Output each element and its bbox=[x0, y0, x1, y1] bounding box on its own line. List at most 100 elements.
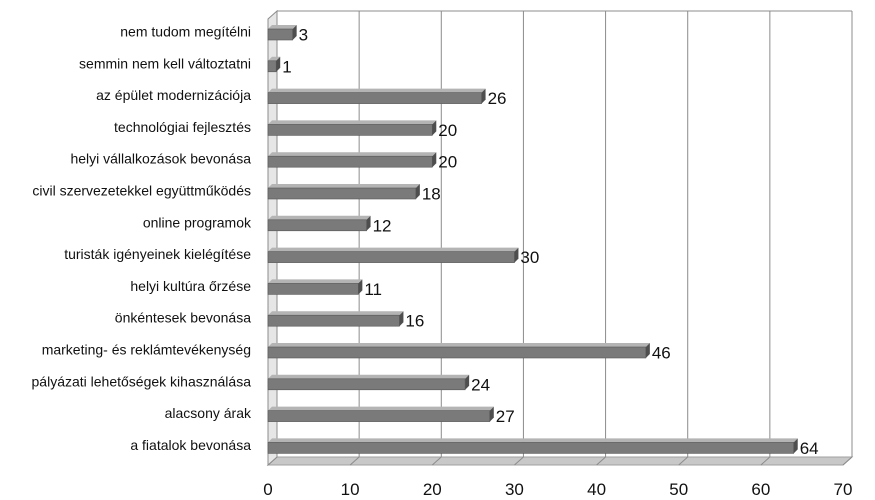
bar-front-face bbox=[267, 124, 433, 136]
x-tick-label: 10 bbox=[341, 480, 360, 499]
bar-side-face bbox=[432, 152, 437, 168]
bar-front-face bbox=[267, 442, 795, 454]
chart-gridlines bbox=[267, 9, 853, 467]
bar-6 bbox=[267, 215, 371, 232]
category-label: semmin nem kell változtatni bbox=[79, 55, 251, 71]
category-label: pályázati lehetőségek kihasználása bbox=[32, 373, 252, 389]
value-label: 12 bbox=[373, 216, 392, 235]
category-label: önkéntesek bevonása bbox=[115, 310, 251, 326]
bar-side-face bbox=[489, 406, 494, 422]
bar-side-face bbox=[645, 343, 650, 358]
bar-side-face bbox=[465, 374, 470, 390]
bar-side-face bbox=[276, 56, 281, 72]
bar-top-face bbox=[268, 279, 363, 284]
bar-side-face bbox=[399, 311, 404, 327]
bar-top-face bbox=[268, 406, 494, 411]
bar-front-face bbox=[267, 251, 515, 263]
category-label: nem tudom megítélni bbox=[120, 24, 251, 40]
bar-0 bbox=[267, 25, 297, 41]
value-label: 27 bbox=[496, 407, 515, 426]
category-label: online programok bbox=[143, 214, 252, 230]
value-label: 11 bbox=[364, 280, 382, 299]
bar-top-face bbox=[268, 184, 420, 188]
bar-8 bbox=[267, 279, 363, 295]
bar-13 bbox=[267, 438, 798, 454]
floor-gridline-60 bbox=[760, 456, 771, 466]
bar-front-face bbox=[267, 28, 293, 41]
bar-4 bbox=[267, 152, 437, 168]
bar-top-face bbox=[268, 152, 437, 157]
bar-side-face bbox=[481, 88, 486, 104]
bar-side-face bbox=[366, 215, 371, 231]
bar-side-face bbox=[358, 279, 363, 295]
chart-bars bbox=[267, 25, 798, 454]
category-label: marketing- és reklámtevékenység bbox=[42, 342, 251, 358]
bar-top-face bbox=[268, 215, 371, 220]
bar-top-face bbox=[268, 343, 650, 347]
chart-labels: nem tudom megítélni 3 semmin nem kell vált… bbox=[32, 24, 853, 500]
bar-front-face bbox=[267, 155, 433, 168]
bar-front-face bbox=[267, 283, 359, 295]
bar-top-face bbox=[268, 247, 519, 252]
value-label: 3 bbox=[299, 26, 308, 45]
floor-gridline-70 bbox=[842, 456, 853, 466]
value-label: 20 bbox=[438, 121, 457, 140]
category-label: civil szervezetekkel együttműködés bbox=[32, 183, 251, 199]
chart-side-wall bbox=[267, 9, 278, 467]
chart-floor-plane bbox=[266, 456, 854, 466]
bar-top-face bbox=[268, 88, 486, 93]
bar-1 bbox=[267, 56, 281, 73]
floor-gridline-50 bbox=[678, 456, 689, 466]
category-label: technológiai fejlesztés bbox=[114, 119, 251, 135]
bar-2 bbox=[267, 88, 486, 104]
bar-side-face bbox=[793, 438, 798, 454]
x-tick-label: 30 bbox=[505, 480, 524, 499]
bar-5 bbox=[267, 184, 420, 200]
bar-11 bbox=[267, 374, 470, 391]
x-tick-label: 70 bbox=[834, 480, 853, 499]
x-tick-label: 50 bbox=[669, 480, 688, 499]
category-label: helyi kultúra őrzése bbox=[130, 278, 251, 294]
value-label: 30 bbox=[520, 248, 539, 267]
bar-front-face bbox=[267, 346, 647, 359]
bar-10 bbox=[267, 343, 650, 359]
floor-gridline-30 bbox=[514, 456, 524, 466]
bar-side-face bbox=[514, 247, 519, 263]
bar-front-face bbox=[267, 60, 277, 73]
bar-12 bbox=[267, 406, 494, 422]
bar-3 bbox=[267, 120, 437, 136]
value-label: 20 bbox=[438, 153, 457, 172]
value-label: 1 bbox=[282, 57, 291, 76]
bar-front-face bbox=[267, 219, 367, 232]
bar-top-face bbox=[268, 120, 437, 125]
value-label: 16 bbox=[405, 312, 424, 331]
bar-9 bbox=[267, 311, 404, 327]
bar-side-face bbox=[415, 184, 420, 199]
bar-7 bbox=[267, 247, 519, 263]
bar-top-face bbox=[268, 56, 281, 61]
bar-front-face bbox=[267, 378, 466, 391]
x-tick-label: 60 bbox=[751, 480, 770, 499]
bar-side-face bbox=[292, 25, 297, 40]
floor-gridline-40 bbox=[596, 456, 606, 466]
bar-front-face bbox=[267, 410, 491, 422]
chart-floor bbox=[266, 456, 854, 466]
category-label: alacsony árak bbox=[165, 405, 252, 421]
bar-top-face bbox=[268, 438, 798, 443]
category-label: a fiatalok bevonása bbox=[130, 437, 251, 453]
bar-top-face bbox=[268, 311, 404, 316]
value-label: 46 bbox=[652, 344, 671, 363]
value-label: 26 bbox=[488, 89, 507, 108]
bar-front-face bbox=[267, 314, 400, 327]
x-tick-label: 0 bbox=[263, 480, 272, 499]
bar-side-face bbox=[432, 120, 437, 136]
value-label: 64 bbox=[800, 439, 819, 458]
value-label: 24 bbox=[471, 375, 490, 394]
x-tick-label: 40 bbox=[587, 480, 606, 499]
x-tick-label: 20 bbox=[423, 480, 442, 499]
category-label: helyi vállalkozások bevonása bbox=[70, 151, 251, 167]
bar-top-face bbox=[268, 374, 470, 379]
floor-gridline-20 bbox=[431, 456, 442, 466]
bar-front-face bbox=[267, 187, 417, 200]
